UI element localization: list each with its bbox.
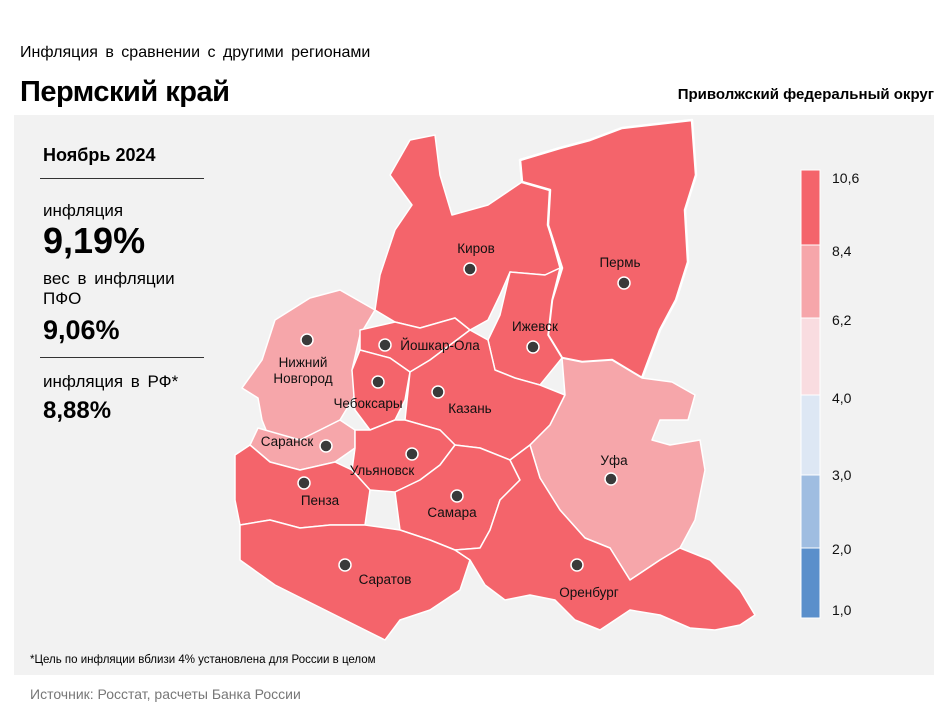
city-label: Киров <box>457 241 495 256</box>
weight-value: 9,06% <box>43 315 120 345</box>
city-label: Пенза <box>301 493 340 508</box>
city-label: Ульяновск <box>350 463 415 478</box>
divider <box>40 357 204 358</box>
legend-tick-label: 2,0 <box>832 541 852 557</box>
legend-swatch <box>800 244 821 319</box>
city-dot[interactable] <box>338 558 352 572</box>
city-marker[interactable]: Самара <box>427 489 477 520</box>
city-marker[interactable]: Пенза <box>297 476 340 508</box>
city-marker[interactable]: Уфа <box>600 453 628 486</box>
city-label: Уфа <box>600 453 628 468</box>
city-dot[interactable] <box>431 385 445 399</box>
legend-tick-label: 10,6 <box>832 170 859 186</box>
city-dot[interactable] <box>371 375 385 389</box>
city-dot[interactable] <box>319 439 333 453</box>
city-label: Оренбург <box>559 585 619 600</box>
city-dot[interactable] <box>463 262 477 276</box>
legend: 10,6 8,4 6,2 4,0 3,0 2,0 1,0 <box>800 169 859 619</box>
city-marker[interactable]: Пермь <box>599 255 641 290</box>
page-title: Пермский край <box>20 76 230 108</box>
city-marker[interactable]: Ульяновск <box>350 447 419 478</box>
city-label: Саранск <box>261 434 314 449</box>
inflation-label: инфляция <box>43 201 124 220</box>
rf-inflation-label: инфляция в РФ* <box>43 372 179 391</box>
legend-swatch <box>800 474 821 549</box>
legend-tick-label: 6,2 <box>832 312 852 328</box>
city-label: Саратов <box>359 572 412 587</box>
city-dot[interactable] <box>526 340 540 354</box>
footnote: *Цель по инфляции вблизи 4% установлена … <box>30 654 376 666</box>
weight-label: вес в инфляции ПФО <box>43 269 175 308</box>
city-label: Самара <box>427 505 477 520</box>
city-label: Нижний <box>279 355 328 370</box>
month-label: Ноябрь 2024 <box>40 145 204 179</box>
legend-tick-label: 3,0 <box>832 467 852 483</box>
city-label: Чебоксары <box>333 396 402 411</box>
inflation-value: 9,19% <box>43 220 146 261</box>
city-dot[interactable] <box>297 476 311 490</box>
source-note: Источник: Росстат, расчеты Банка России <box>30 686 301 702</box>
city-marker[interactable]: Саранск <box>261 434 333 453</box>
city-label: Новгород <box>273 371 332 386</box>
city-marker[interactable]: Оренбург <box>559 558 619 600</box>
legend-swatch <box>800 547 821 619</box>
city-marker[interactable]: Чебоксары <box>333 375 403 411</box>
city-dot[interactable] <box>617 276 631 290</box>
city-dot[interactable] <box>300 333 314 347</box>
legend-swatch <box>800 317 821 396</box>
subtitle: Инфляция в сравнении с другими регионами <box>20 44 371 61</box>
region-orenburg[interactable] <box>454 444 756 631</box>
city-marker[interactable]: Киров <box>457 241 495 276</box>
city-label: Йошкар-Ола <box>400 338 480 353</box>
city-marker[interactable]: Йошкар-Ола <box>378 338 480 353</box>
region-chuvashia[interactable] <box>351 349 411 431</box>
rf-inflation-value: 8,88% <box>43 397 112 424</box>
city-dot[interactable] <box>570 558 584 572</box>
city-label: Пермь <box>599 255 640 270</box>
legend-tick-label: 8,4 <box>832 243 852 259</box>
city-marker[interactable]: Саратов <box>338 558 412 587</box>
city-label: Казань <box>448 401 491 416</box>
city-dot[interactable] <box>378 338 392 352</box>
city-dot[interactable] <box>450 489 464 503</box>
legend-swatch <box>800 394 821 476</box>
city-label: Ижевск <box>512 319 558 334</box>
legend-tick-label: 4,0 <box>832 390 852 406</box>
legend-tick-label: 1,0 <box>832 602 852 618</box>
district-title: Приволжский федеральный округ <box>677 86 934 103</box>
region-saratov[interactable] <box>239 519 471 641</box>
region-kirov[interactable] <box>374 134 561 331</box>
city-dot[interactable] <box>405 447 419 461</box>
legend-swatch <box>800 169 821 246</box>
city-marker[interactable]: Ижевск <box>512 319 558 354</box>
stats-box: Ноябрь 2024 инфляция 9,19% вес в инфляци… <box>40 145 204 428</box>
city-dot[interactable] <box>604 472 618 486</box>
region-udmurtia[interactable] <box>487 267 563 386</box>
city-marker[interactable]: Казань <box>431 385 492 416</box>
